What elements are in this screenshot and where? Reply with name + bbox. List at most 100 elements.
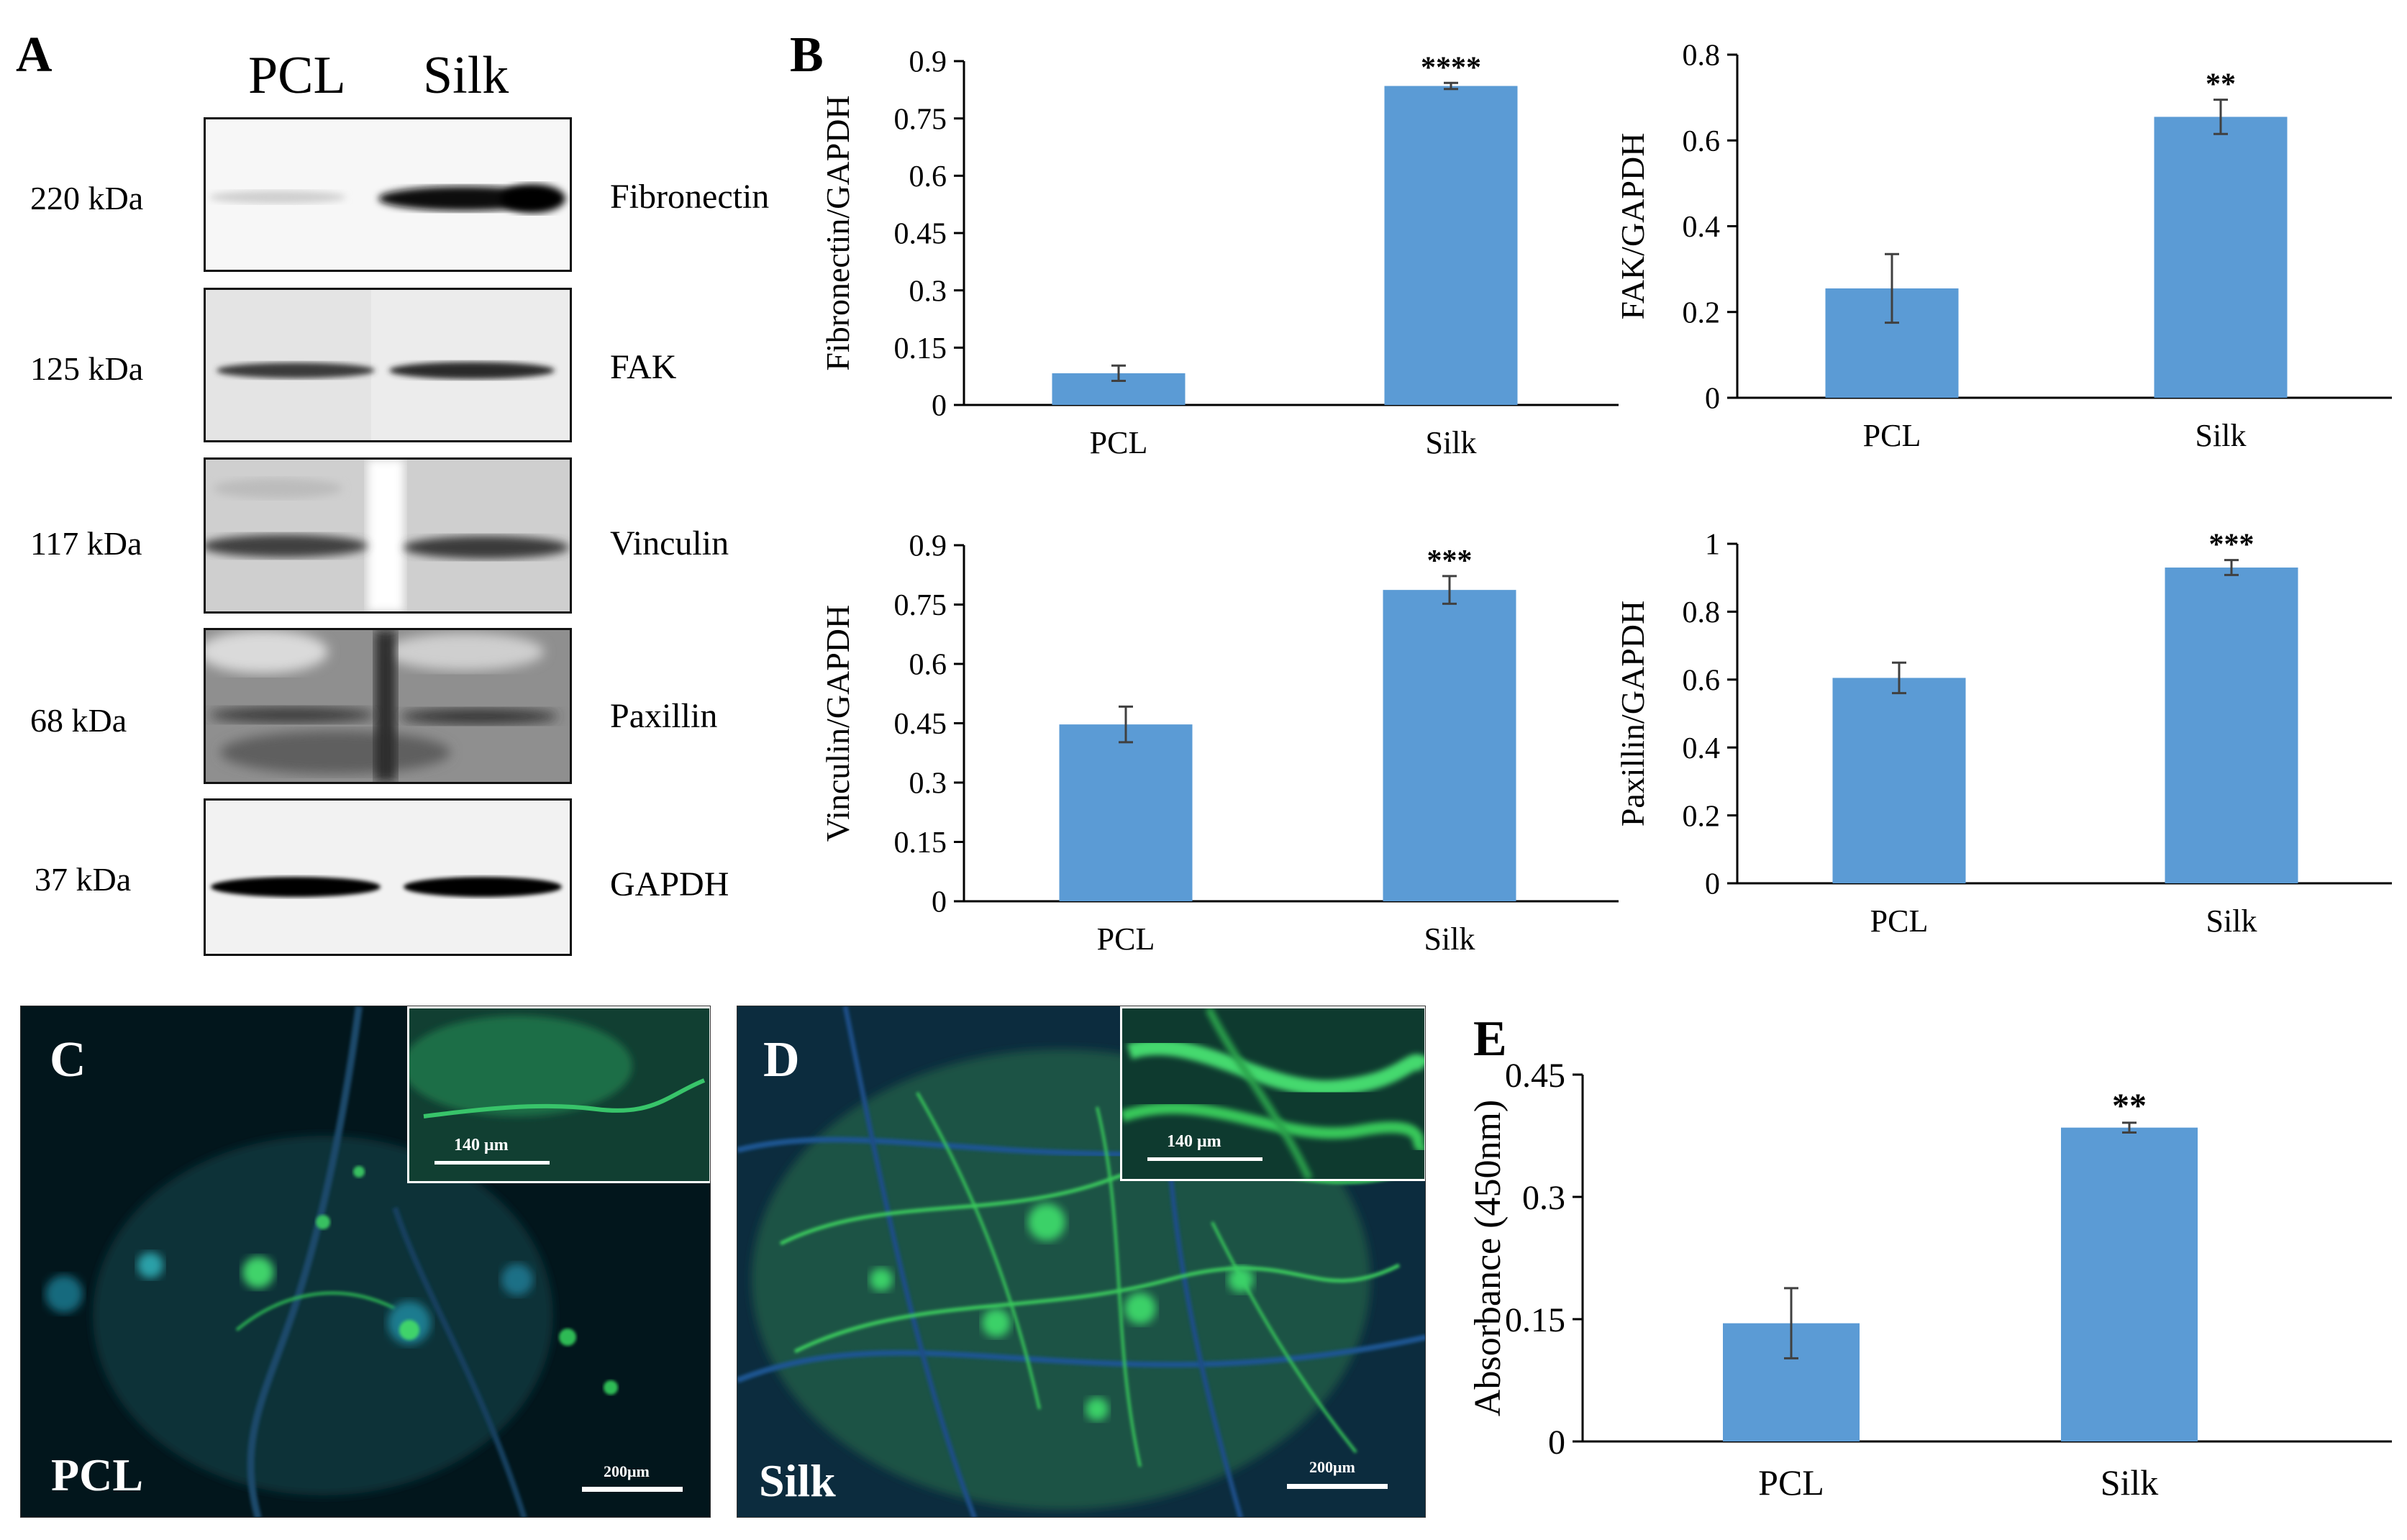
y-tick-label: 1 bbox=[1705, 529, 1720, 562]
panel-label-e: E bbox=[1473, 1011, 1507, 1067]
scale-label: 200μm bbox=[1309, 1458, 1355, 1476]
kda-label: 68 kDa bbox=[30, 702, 127, 739]
y-tick-label: 0 bbox=[932, 886, 947, 919]
y-axis-label: Fibronectin/GAPDH bbox=[819, 95, 856, 370]
blot-bands bbox=[206, 630, 570, 782]
significance-label: ** bbox=[2112, 1087, 2147, 1125]
protein-label: GAPDH bbox=[610, 865, 729, 903]
micrograph-silk: 140 μm Silk 200μm D bbox=[737, 1006, 1426, 1518]
y-axis-label: Paxillin/GAPDH bbox=[1614, 601, 1651, 826]
x-category-label: Silk bbox=[2206, 903, 2257, 939]
panel-label-a: A bbox=[16, 27, 53, 83]
micrograph-label-silk: Silk bbox=[759, 1455, 836, 1506]
y-axis-label: Vinculin/GAPDH bbox=[819, 605, 856, 842]
bar bbox=[1059, 724, 1193, 901]
bar bbox=[1384, 86, 1518, 406]
significance-label: *** bbox=[2209, 529, 2254, 562]
blot-bands bbox=[206, 460, 570, 611]
protein-label: FAK bbox=[610, 348, 677, 386]
y-tick-label: 0 bbox=[1705, 383, 1720, 416]
inset-scale-label: 140 μm bbox=[454, 1136, 509, 1154]
blot-gapdh bbox=[204, 798, 572, 956]
inset-scale-bar bbox=[434, 1161, 550, 1165]
significance-label: *** bbox=[1427, 545, 1473, 578]
bar bbox=[1383, 590, 1516, 901]
y-tick-label: 0.2 bbox=[1683, 800, 1721, 833]
y-tick-label: 0 bbox=[932, 390, 947, 423]
kda-label: 37 kDa bbox=[35, 861, 132, 898]
x-category-label: Silk bbox=[1424, 921, 1475, 957]
y-tick-label: 0.9 bbox=[909, 530, 947, 563]
chart-paxillin: 0 0.2 0.4 0.6 0.8 1 Paxillin/GAPDH PCL *** Silk bbox=[1614, 529, 2392, 939]
chart-vinculin: 0 0.15 0.3 0.45 0.6 0.75 0.9 Vinculin/GAPDH PCL *… bbox=[819, 530, 1619, 957]
y-tick-label: 0 bbox=[1548, 1423, 1565, 1462]
blot-fak bbox=[204, 288, 572, 442]
chart-fak: 0 0.2 0.4 0.6 0.8 FAK/GAPDH PCL ** Silk bbox=[1614, 40, 2392, 453]
inset-silk: 140 μm bbox=[1120, 1006, 1425, 1181]
y-tick-label: 0.45 bbox=[894, 708, 947, 741]
x-category-label: PCL bbox=[1870, 903, 1929, 939]
scale-bar bbox=[1287, 1484, 1388, 1489]
y-tick-label: 0.75 bbox=[894, 103, 947, 136]
x-category-label: Silk bbox=[1426, 425, 1477, 460]
y-tick-label: 0.3 bbox=[909, 275, 947, 308]
y-tick-label: 0.6 bbox=[909, 160, 947, 193]
inset-image bbox=[1122, 1008, 1424, 1179]
micrograph-pcl: 140 μm PCL 200μm C bbox=[20, 1006, 711, 1518]
y-tick-label: 0.6 bbox=[1683, 125, 1721, 158]
x-category-label: Silk bbox=[2101, 1462, 2159, 1503]
kda-label: 220 kDa bbox=[30, 180, 144, 217]
blot-fibronectin bbox=[204, 117, 572, 272]
y-tick-label: 0.45 bbox=[894, 218, 947, 251]
protein-label: Fibronectin bbox=[610, 178, 770, 216]
bar bbox=[2165, 568, 2298, 883]
y-tick-label: 0.15 bbox=[894, 332, 947, 365]
bar bbox=[1832, 678, 1966, 883]
kda-label: 117 kDa bbox=[30, 525, 142, 562]
chart-fibronectin: 0 0.15 0.3 0.45 0.6 0.75 0.9 Fibronectin/GAPDH P… bbox=[819, 46, 1619, 460]
protein-label: Vinculin bbox=[610, 524, 729, 562]
bar bbox=[2154, 117, 2288, 398]
scale-bar bbox=[582, 1487, 683, 1492]
y-tick-label: 0.3 bbox=[909, 767, 947, 801]
panel-label-d: D bbox=[763, 1032, 800, 1088]
y-tick-label: 0.4 bbox=[1683, 732, 1721, 765]
inset-scale-bar bbox=[1147, 1157, 1262, 1161]
significance-label: **** bbox=[1421, 51, 1481, 84]
y-tick-label: 0.8 bbox=[1683, 596, 1721, 629]
x-category-label: PCL bbox=[1090, 425, 1148, 460]
y-tick-label: 0.6 bbox=[909, 649, 947, 682]
y-tick-label: 0.15 bbox=[894, 826, 947, 860]
blot-bands bbox=[211, 877, 562, 897]
micrograph-label-pcl: PCL bbox=[51, 1449, 143, 1500]
y-tick-label: 0.75 bbox=[894, 589, 947, 622]
blot-vinculin bbox=[204, 457, 572, 614]
y-tick-label: 0.4 bbox=[1683, 211, 1721, 244]
protein-label: Paxillin bbox=[610, 697, 718, 735]
blot-bands bbox=[209, 184, 565, 213]
scale-label: 200μm bbox=[604, 1462, 650, 1480]
lane-header-pcl: PCL bbox=[248, 46, 346, 105]
panel-label-b: B bbox=[790, 27, 824, 83]
blot-bands bbox=[206, 290, 555, 440]
inset-pcl: 140 μm bbox=[407, 1006, 710, 1183]
significance-label: ** bbox=[2206, 68, 2236, 101]
x-category-label: Silk bbox=[2196, 418, 2247, 453]
lane-header-silk: Silk bbox=[423, 46, 509, 105]
y-tick-label: 0.8 bbox=[1683, 40, 1721, 73]
panel-label-c: C bbox=[50, 1032, 86, 1088]
chart-absorbance: 0 0.15 0.3 0.45 Absorbance (450nm) PCL ** Silk bbox=[1468, 1057, 2392, 1503]
y-tick-label: 0.6 bbox=[1683, 665, 1721, 698]
blot-paxillin bbox=[204, 628, 572, 784]
x-category-label: PCL bbox=[1758, 1462, 1824, 1503]
y-tick-label: 0 bbox=[1705, 868, 1720, 901]
x-category-label: PCL bbox=[1097, 921, 1155, 957]
inset-image bbox=[409, 1008, 709, 1181]
y-tick-label: 0.2 bbox=[1683, 296, 1721, 329]
x-category-label: PCL bbox=[1863, 418, 1921, 453]
y-axis-label: Absorbance (450nm) bbox=[1468, 1100, 1509, 1416]
inset-scale-label: 140 μm bbox=[1167, 1132, 1221, 1151]
y-tick-label: 0.15 bbox=[1505, 1301, 1565, 1339]
y-tick-label: 0.3 bbox=[1522, 1179, 1565, 1217]
